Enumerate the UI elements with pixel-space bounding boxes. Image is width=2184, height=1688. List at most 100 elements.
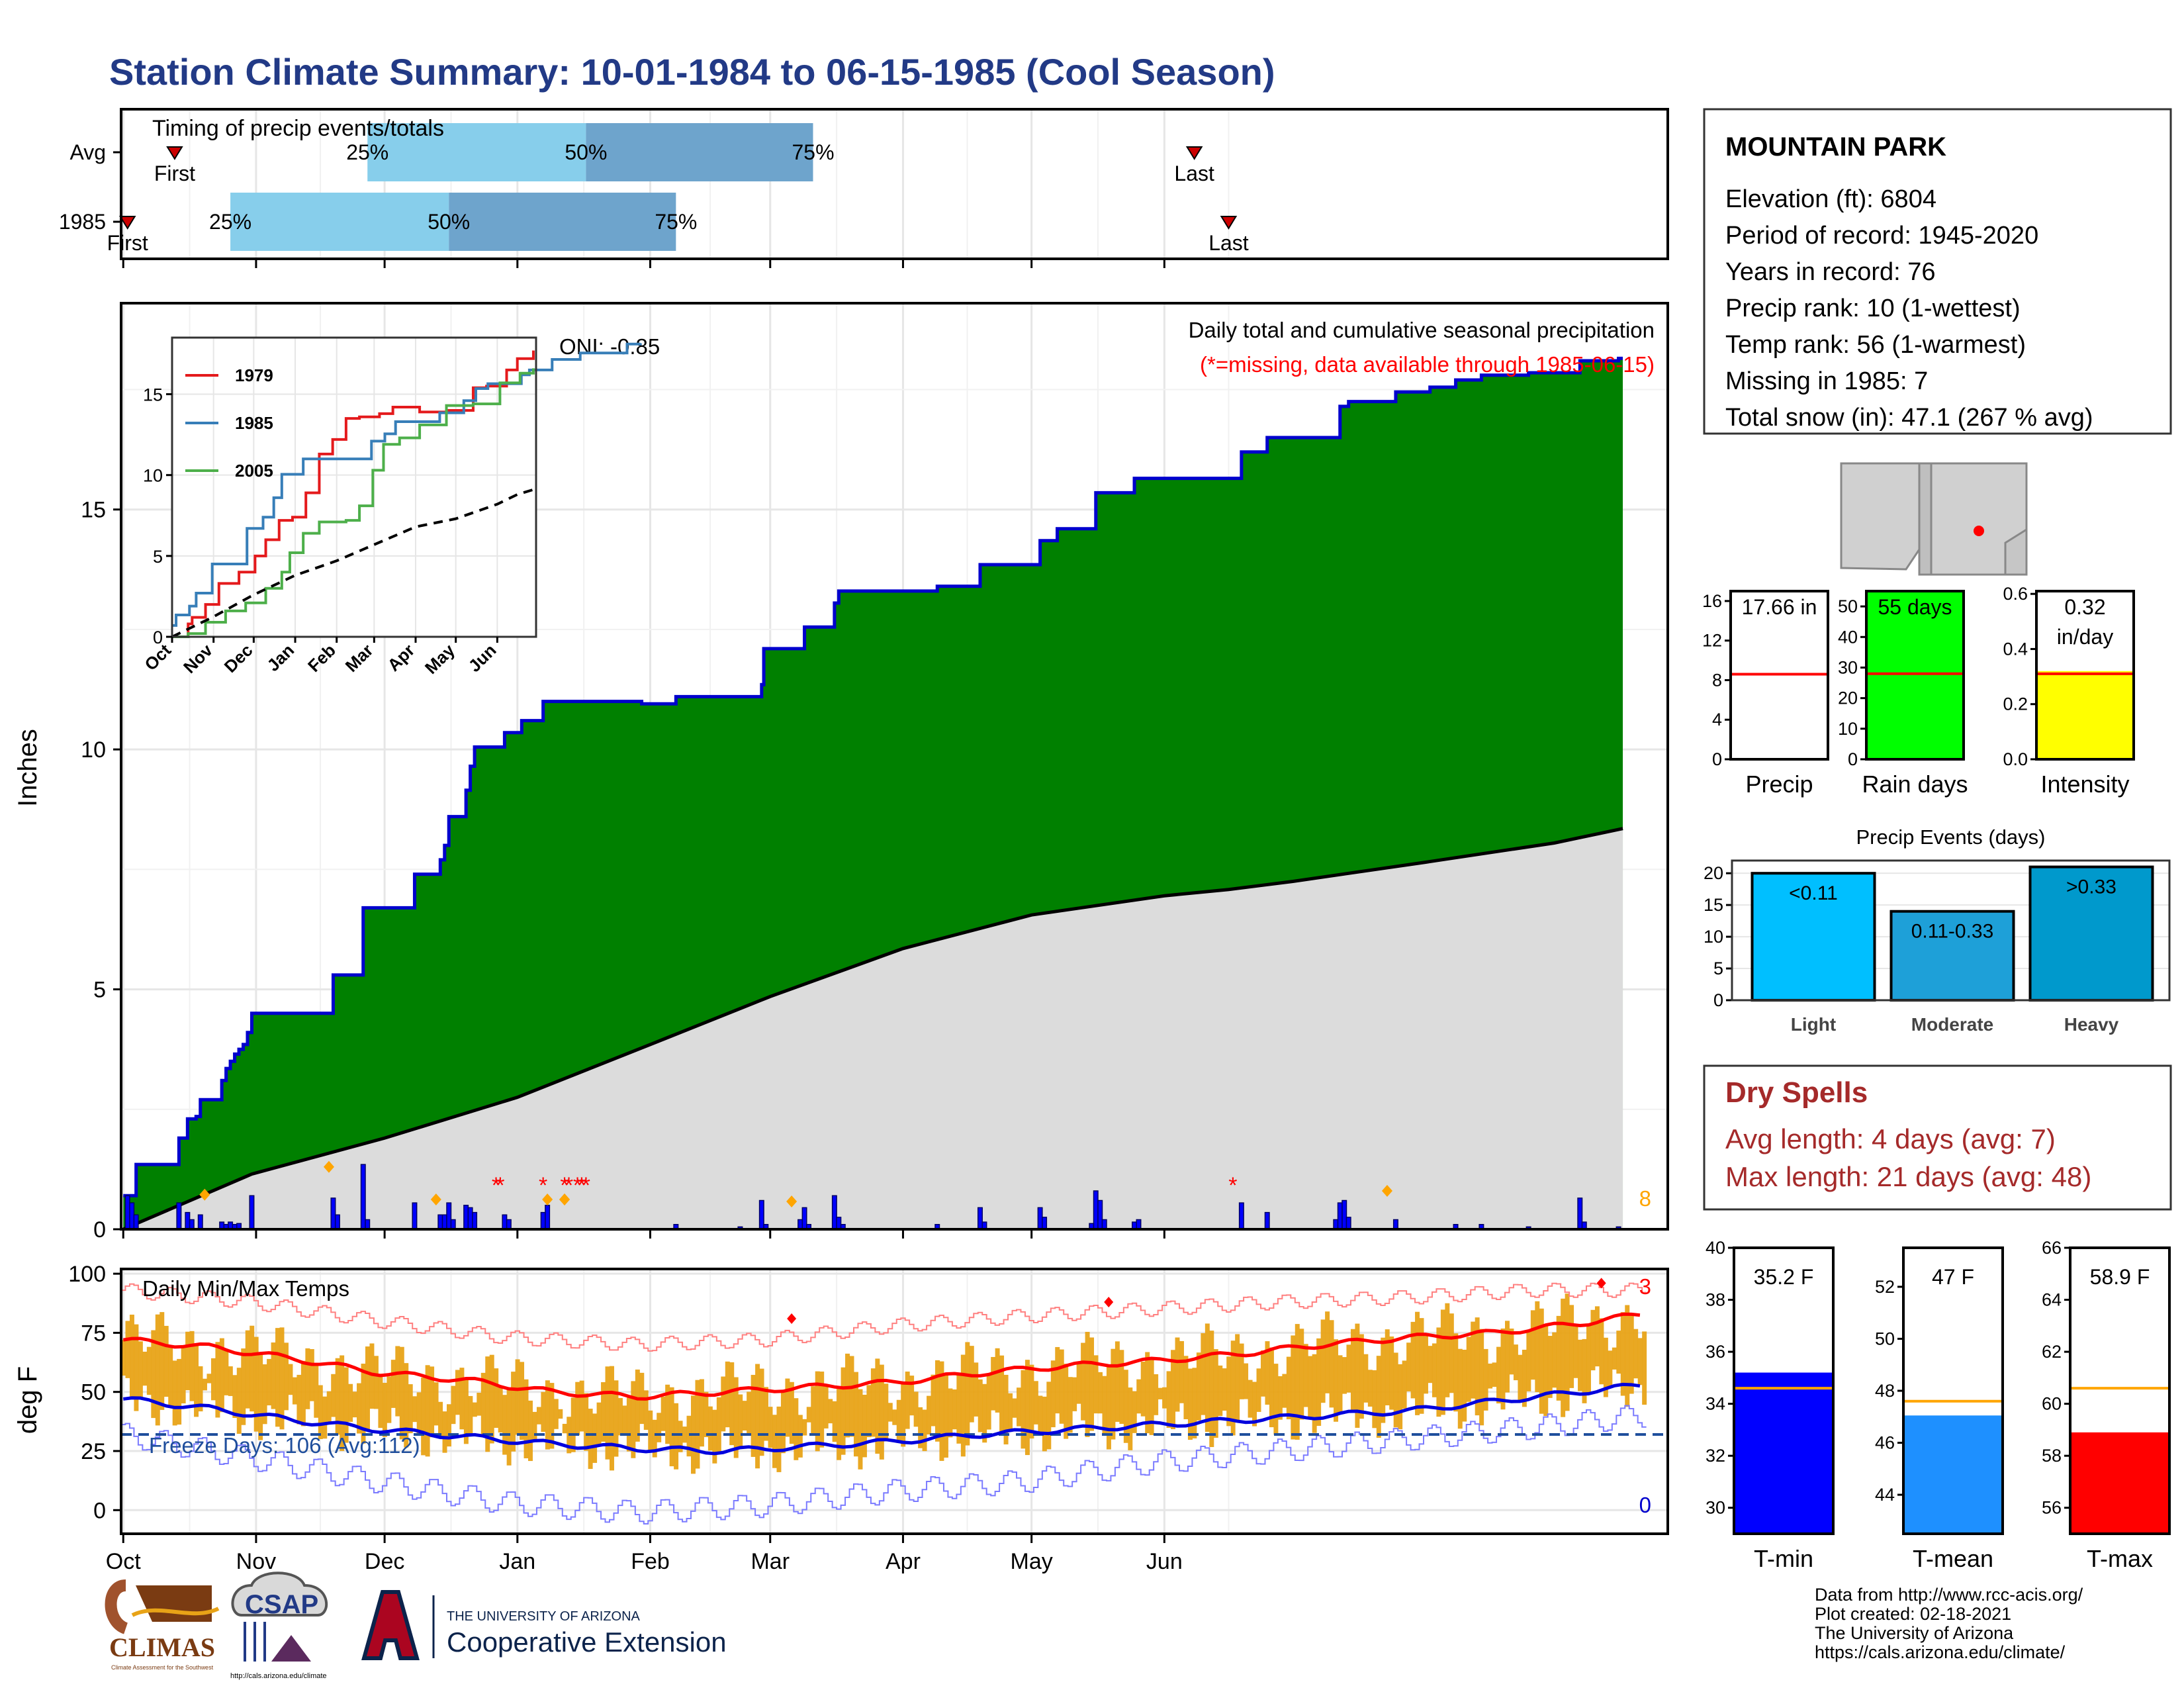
missing-day-marker: * bbox=[1228, 1173, 1237, 1198]
daily-temp-bar bbox=[927, 1395, 932, 1435]
daily-temp-bar bbox=[326, 1391, 332, 1422]
inset-legend-label: 1979 bbox=[235, 365, 273, 385]
daily-temp-bar bbox=[969, 1346, 974, 1423]
temp-bar-tick-label: 34 bbox=[1706, 1394, 1725, 1414]
timing-marker bbox=[118, 216, 136, 230]
precip-event-bar-label: <0.11 bbox=[1789, 882, 1838, 904]
daily-temp-bar bbox=[1381, 1337, 1386, 1423]
daily-temp-bar bbox=[682, 1427, 688, 1443]
daily-temp-bar bbox=[511, 1372, 516, 1452]
daily-temp-bar bbox=[1218, 1365, 1223, 1416]
inset-x-tick-label: Jan bbox=[263, 640, 298, 675]
snow-day-marker bbox=[430, 1194, 441, 1206]
daily-temp-bar bbox=[1008, 1393, 1013, 1432]
daily-temp-bar bbox=[1398, 1364, 1403, 1430]
csap-logo: CSAP http://cals.arizona.edu/climate bbox=[230, 1571, 328, 1680]
inset-series-line bbox=[172, 368, 535, 638]
climas-logo-subtext: Climate Assessment for the Southwest bbox=[111, 1664, 214, 1671]
daily-temp-bar bbox=[288, 1364, 293, 1395]
daily-temp-bar bbox=[1355, 1323, 1360, 1428]
daily-temp-bar bbox=[1024, 1360, 1030, 1456]
missing-note: (*=missing, data available through 1985-… bbox=[1200, 352, 1655, 377]
month-tick-label: Apr bbox=[886, 1549, 921, 1574]
daily-precip-bar bbox=[540, 1211, 546, 1230]
daily-temp-bar bbox=[520, 1362, 525, 1440]
temp-frame bbox=[120, 1268, 1669, 1535]
daily-precip-bar bbox=[467, 1207, 473, 1230]
month-tick-label: Mar bbox=[751, 1549, 790, 1574]
stat-bar-tick-label: 0 bbox=[1712, 749, 1722, 769]
daily-temp-bar bbox=[275, 1328, 281, 1427]
daily-precip-bar bbox=[334, 1214, 340, 1230]
daily-temp-bar bbox=[1089, 1337, 1095, 1431]
daily-temp-bar bbox=[1453, 1333, 1459, 1412]
average-min-line bbox=[122, 1382, 1641, 1456]
daily-temp-bar bbox=[1385, 1329, 1390, 1405]
daily-temp-bar bbox=[974, 1362, 979, 1417]
inset-y-tick-label: 5 bbox=[153, 547, 163, 567]
daily-temp-bar bbox=[433, 1382, 439, 1426]
daily-precip-bar bbox=[197, 1214, 203, 1230]
daily-temp-bar bbox=[1171, 1350, 1176, 1429]
daily-precip-bar bbox=[1097, 1199, 1103, 1230]
daily-temp-bar bbox=[1209, 1331, 1214, 1448]
daily-precip-bar bbox=[360, 1164, 366, 1230]
month-axis: Oct Nov Dec Jan Feb Mar Apr May Jun bbox=[106, 260, 1183, 1574]
stat-bar-tick-label: 30 bbox=[1838, 657, 1858, 677]
missing-day-marker: * bbox=[496, 1173, 504, 1198]
temp-bar-tick-label: 38 bbox=[1706, 1290, 1725, 1310]
temp-bar-tick-label: 52 bbox=[1875, 1277, 1895, 1297]
daily-temp-bar bbox=[1496, 1346, 1502, 1404]
daily-temp-bar bbox=[1265, 1341, 1270, 1405]
daily-temp-bar bbox=[271, 1342, 276, 1409]
daily-temp-bar bbox=[1488, 1363, 1493, 1389]
daily-temp-bar bbox=[404, 1363, 409, 1448]
daily-temp-bar bbox=[1359, 1334, 1364, 1419]
daily-temp-bar bbox=[1513, 1344, 1518, 1381]
average-cumulative-line bbox=[122, 827, 1623, 1231]
inset-x-tick-label: Feb bbox=[304, 640, 340, 676]
daily-temp-bar bbox=[210, 1358, 216, 1401]
station-info-line: Missing in 1985: 7 bbox=[1725, 367, 1928, 395]
precip-y-tick-label: 5 bbox=[93, 978, 106, 1003]
daily-temp-bar bbox=[343, 1367, 349, 1443]
precip-frame bbox=[120, 302, 1669, 1231]
precip-event-bar-label: >0.33 bbox=[2066, 876, 2116, 898]
daily-temp-bar bbox=[536, 1407, 541, 1425]
temp-bar-value: 47 F bbox=[1932, 1265, 1974, 1289]
daily-temp-bar bbox=[610, 1366, 614, 1471]
daily-temp-bar bbox=[455, 1370, 460, 1415]
inset-y-tick-label: 15 bbox=[143, 385, 163, 405]
daily-temp-bar bbox=[733, 1377, 739, 1458]
daily-temp-bar bbox=[601, 1382, 606, 1442]
daily-temp-bar bbox=[1192, 1368, 1197, 1438]
timing-bar-25-50 bbox=[230, 193, 449, 251]
station-info-line: Precip rank: 10 (1-wettest) bbox=[1725, 295, 2021, 322]
daily-temp-bar bbox=[948, 1388, 953, 1438]
daily-temp-bar bbox=[1145, 1352, 1150, 1434]
daily-temp-bar bbox=[635, 1369, 640, 1442]
daily-temp-bar bbox=[447, 1404, 451, 1447]
daily-temp-bar bbox=[721, 1376, 726, 1432]
temp-bar-tick-label: 40 bbox=[1706, 1238, 1725, 1258]
stat-bar-tick-label: 40 bbox=[1838, 627, 1858, 647]
inset-x-tick-label: May bbox=[421, 640, 459, 678]
daily-temp-bar bbox=[361, 1364, 366, 1444]
daily-temp-bar bbox=[725, 1361, 730, 1428]
daily-temp-bar bbox=[1389, 1336, 1394, 1410]
daily-temp-bar bbox=[172, 1360, 177, 1426]
daily-temp-bar bbox=[1187, 1368, 1193, 1440]
temp-bar-label: T-min bbox=[1754, 1545, 1813, 1572]
dry-spells-box: Dry Spells Avg length: 4 days (avg: 7) M… bbox=[1703, 1064, 2172, 1211]
daily-temp-bar bbox=[596, 1402, 602, 1444]
daily-temp-bar bbox=[1046, 1382, 1052, 1450]
daily-temp-bar bbox=[185, 1331, 191, 1391]
snow-day-marker bbox=[542, 1194, 553, 1206]
stat-bar-fill bbox=[2036, 671, 2134, 759]
timing-quantile-label: 25% bbox=[346, 140, 388, 164]
temp-bar-tick-label: 62 bbox=[2042, 1342, 2062, 1362]
daily-temp-bar bbox=[901, 1382, 906, 1447]
record-max-line bbox=[121, 1282, 1647, 1352]
daily-temp-bar bbox=[1072, 1377, 1077, 1411]
daily-temp-bar bbox=[1252, 1382, 1257, 1427]
